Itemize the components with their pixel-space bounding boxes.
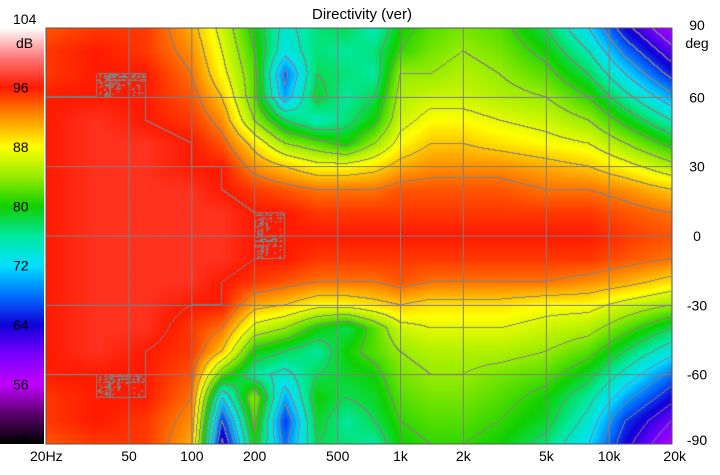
x-tick-label: 100 [180, 448, 204, 464]
color-scale-tick-label: 80 [13, 198, 29, 214]
y-tick-label: -60 [687, 367, 707, 383]
x-tick-label: 5k [539, 448, 555, 464]
x-tick-label: 500 [326, 448, 350, 464]
y-tick-label: 60 [689, 89, 705, 105]
color-scale-tick-label: 72 [13, 258, 29, 274]
y-tick-label: -90 [687, 432, 707, 448]
y-tick-label: -30 [687, 297, 707, 313]
axes: 20Hz 50 100 200 500 1k 2k 5k 10k 20k 90 60 30 0 -30 -60… [30, 17, 709, 464]
color-scale-tick-label: 104 [13, 11, 37, 27]
color-scale-tick-label: 88 [13, 139, 29, 155]
color-scale-tick-label: 96 [13, 79, 29, 95]
x-tick-label: 2k [456, 448, 472, 464]
color-scale-tick-label: 64 [13, 317, 29, 333]
color-scale-tick-label: 48 [13, 431, 29, 447]
y-tick-label: 0 [693, 228, 701, 244]
color-scale-unit: dB [16, 35, 33, 51]
x-tick-label: 10k [598, 448, 622, 464]
x-tick-label: 50 [121, 448, 137, 464]
x-tick-label: 1k [393, 448, 409, 464]
y-tick-label: 30 [689, 159, 705, 175]
x-tick-label: 20Hz [30, 448, 63, 464]
plot-area [45, 27, 673, 445]
y-axis-unit: deg [685, 35, 708, 51]
x-tick-label: 20k [663, 448, 687, 464]
plot-frame [45, 27, 673, 445]
chart-title: Directivity (ver) [312, 6, 412, 23]
color-scale-gradient [0, 28, 44, 444]
color-scale-tick-label: 56 [13, 377, 29, 393]
color-scale-bar: 104 96 88 80 72 64 56 48 dB [0, 11, 44, 447]
x-tick-label: 200 [243, 448, 267, 464]
y-tick-label: 90 [689, 17, 705, 33]
